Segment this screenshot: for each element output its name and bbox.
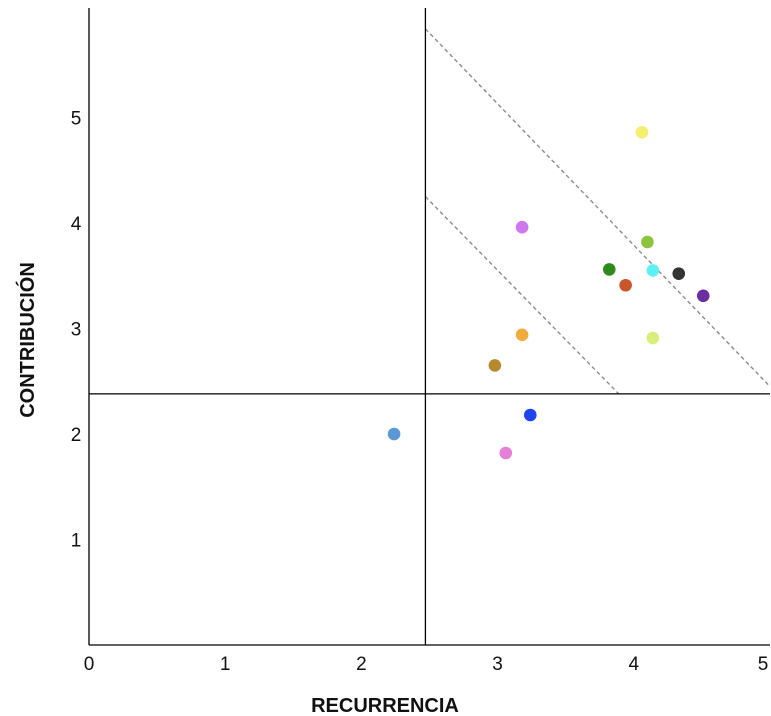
diagonal-guides [424, 28, 771, 395]
x-tick-label: 0 [84, 654, 95, 675]
data-point [499, 446, 513, 460]
data-point [515, 328, 529, 342]
data-point [619, 278, 632, 292]
data-point [387, 427, 401, 441]
data-point [696, 289, 710, 303]
data-point [635, 125, 649, 139]
data-point [602, 263, 616, 276]
data-point [488, 359, 502, 372]
x-tick-label: 3 [492, 654, 503, 675]
x-tick-label: 4 [629, 654, 640, 675]
y-tick-label: 3 [71, 320, 82, 341]
y-tick-label: 4 [71, 214, 82, 235]
data-point [646, 331, 660, 345]
x-tick-label: 2 [356, 654, 367, 675]
data-point [515, 220, 529, 234]
data-point [523, 408, 537, 422]
y-tick-label: 2 [71, 425, 82, 446]
data-points [387, 125, 710, 460]
y-tick-labels: 1 2 3 4 5 [71, 109, 82, 552]
data-point [641, 235, 654, 249]
diagonal-guide-1 [424, 28, 771, 388]
x-tick-labels: 0 1 2 3 4 5 [84, 654, 769, 675]
y-tick-label: 1 [71, 531, 82, 552]
axes [88, 8, 770, 646]
y-tick-label: 5 [71, 109, 82, 130]
x-tick-label: 5 [758, 654, 769, 675]
data-point [646, 264, 660, 277]
y-axis-title: CONTRIBUCIÓN [15, 262, 39, 418]
x-axis-title: RECURRENCIA [311, 695, 459, 716]
quadrant-lines [89, 8, 770, 645]
data-point [672, 267, 686, 280]
x-tick-label: 1 [220, 654, 231, 675]
